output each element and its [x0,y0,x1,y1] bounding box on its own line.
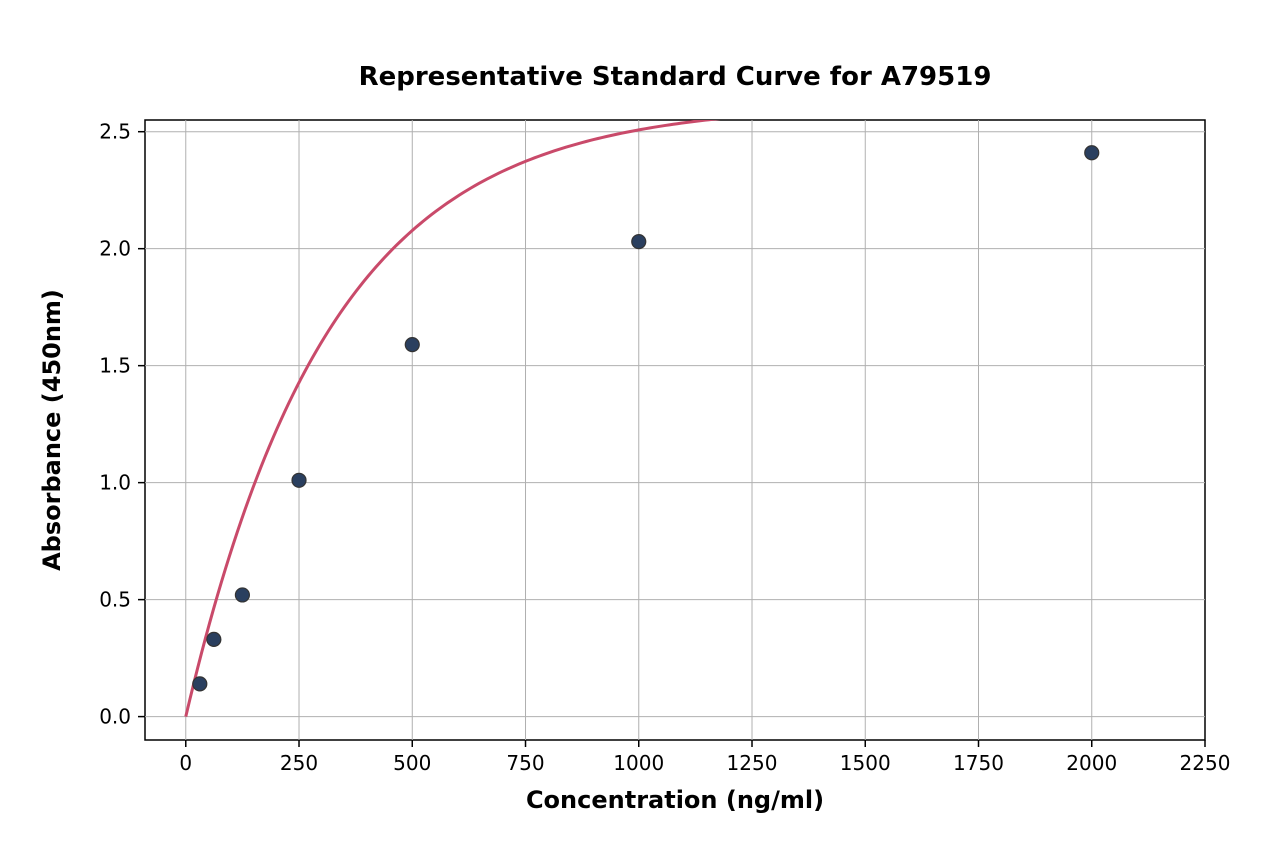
x-tick-label: 500 [393,751,431,775]
data-point [292,473,306,487]
data-point [632,235,646,249]
chart-container: 0 250 500 750 1000 1250 1500 1750 2000 2250 0.0 0.5… [0,0,1280,845]
y-tick-label: 2.0 [99,237,131,261]
x-tick-label: 250 [280,751,318,775]
x-tick-label: 2250 [1180,751,1231,775]
plot-area [145,120,1205,740]
y-tick-label: 2.5 [99,120,131,144]
x-tick-label: 0 [179,751,192,775]
y-tick-label: 0.5 [99,588,131,612]
data-point [207,632,221,646]
data-point [1085,146,1099,160]
x-axis-label: Concentration (ng/ml) [526,786,824,814]
x-tick-label: 1500 [840,751,891,775]
y-tick-label: 1.0 [99,471,131,495]
x-tick-label: 1000 [613,751,664,775]
data-point [193,677,207,691]
x-tick-label: 1250 [727,751,778,775]
y-tick-label: 1.5 [99,354,131,378]
x-tick-label: 750 [506,751,544,775]
y-tick-label: 0.0 [99,705,131,729]
x-tick-label: 1750 [953,751,1004,775]
data-point [405,338,419,352]
y-axis-label: Absorbance (450nm) [38,289,66,571]
data-point [235,588,249,602]
chart-title: Representative Standard Curve for A79519 [359,62,992,92]
x-tick-label: 2000 [1066,751,1117,775]
standard-curve-chart: 0 250 500 750 1000 1250 1500 1750 2000 2250 0.0 0.5… [0,0,1280,845]
